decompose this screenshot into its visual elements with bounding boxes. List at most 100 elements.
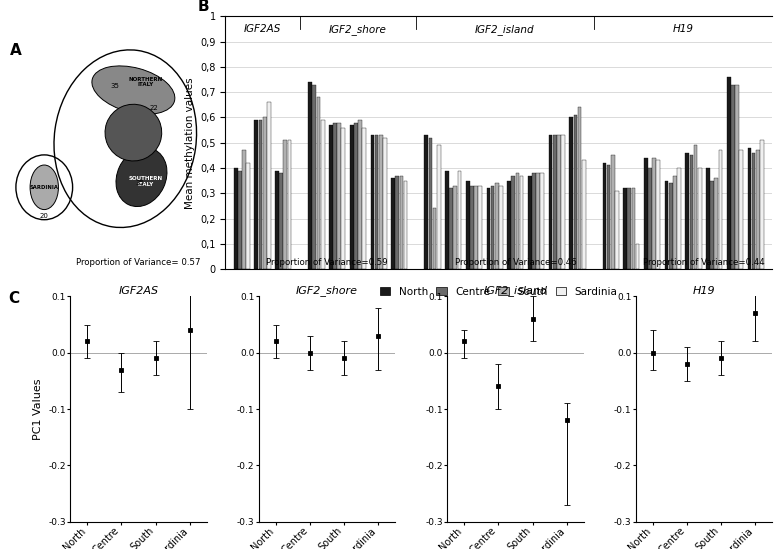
Title: IGF2_island: IGF2_island (484, 285, 548, 296)
Bar (242, 150, 246, 269)
Bar (238, 171, 242, 269)
Text: A: A (10, 43, 22, 59)
Bar (718, 150, 722, 269)
Text: 35: 35 (111, 83, 119, 89)
Bar (561, 135, 565, 269)
Bar (698, 168, 701, 269)
Legend: North, Centre, South, Sardinia: North, Centre, South, Sardinia (380, 287, 618, 296)
Text: H19: H19 (672, 24, 693, 34)
Bar (374, 135, 378, 269)
Bar (711, 181, 714, 269)
Bar (283, 140, 287, 269)
Y-axis label: Mean methylation values: Mean methylation values (185, 77, 194, 209)
Bar (731, 85, 735, 269)
Bar (636, 244, 640, 269)
Bar (627, 188, 631, 269)
Bar (656, 160, 660, 269)
Text: SOUTHERN
ITALY: SOUTHERN ITALY (129, 176, 162, 187)
Bar (536, 173, 540, 269)
Bar (308, 82, 312, 269)
Bar (379, 135, 383, 269)
Bar (466, 181, 470, 269)
Bar (399, 176, 403, 269)
Bar (234, 168, 238, 269)
Bar (279, 173, 283, 269)
Bar (383, 138, 387, 269)
Bar (632, 188, 636, 269)
Bar (516, 173, 519, 269)
Title: IGF2_shore: IGF2_shore (296, 285, 358, 296)
Bar (458, 171, 461, 269)
Bar (541, 173, 544, 269)
Bar (507, 181, 511, 269)
Text: CENTRAL
ITALY: CENTRAL ITALY (126, 125, 154, 136)
Bar (607, 165, 611, 269)
Text: B: B (198, 0, 210, 14)
Bar (573, 115, 577, 269)
Text: NORTHERN
ITALY: NORTHERN ITALY (129, 76, 163, 87)
Bar (686, 153, 690, 269)
Bar (557, 135, 561, 269)
Title: IGF2AS: IGF2AS (119, 287, 158, 296)
Ellipse shape (92, 66, 175, 114)
Bar (693, 145, 697, 269)
Bar (532, 173, 536, 269)
Ellipse shape (105, 104, 161, 161)
Text: 35: 35 (121, 148, 129, 154)
Bar (519, 176, 523, 269)
Bar (338, 122, 341, 269)
Text: Proportion of Variance=0.46: Proportion of Variance=0.46 (455, 258, 576, 267)
Title: H19: H19 (693, 287, 715, 296)
Bar (499, 186, 503, 269)
Bar (677, 168, 681, 269)
Bar (512, 176, 515, 269)
Bar (275, 171, 279, 269)
Bar (267, 102, 271, 269)
Y-axis label: PC1 Values: PC1 Values (33, 378, 43, 440)
Bar (735, 85, 739, 269)
Text: IGF2AS: IGF2AS (244, 24, 282, 34)
Bar (652, 158, 656, 269)
Bar (739, 150, 743, 269)
Text: IGF2_shore: IGF2_shore (329, 24, 387, 35)
Bar (449, 188, 453, 269)
Bar (392, 178, 395, 269)
Text: Proportion of Variance=0.44: Proportion of Variance=0.44 (643, 258, 764, 267)
Bar (395, 176, 399, 269)
Bar (648, 168, 652, 269)
Text: SARDINIA: SARDINIA (30, 185, 58, 190)
Bar (615, 191, 619, 269)
Text: 35: 35 (135, 180, 144, 186)
Bar (321, 120, 324, 269)
Text: Proportion of Variance=0.59: Proportion of Variance=0.59 (266, 258, 388, 267)
Text: 14: 14 (125, 124, 133, 130)
Bar (474, 186, 478, 269)
Bar (548, 135, 552, 269)
Bar (478, 186, 482, 269)
Bar (313, 85, 317, 269)
Bar (358, 120, 362, 269)
Bar (491, 186, 495, 269)
Bar (259, 120, 262, 269)
Bar (665, 181, 668, 269)
Bar (553, 135, 557, 269)
Bar (706, 168, 710, 269)
Bar (254, 120, 258, 269)
Bar (760, 140, 764, 269)
Bar (288, 140, 292, 269)
Bar (403, 181, 407, 269)
Text: Proportion of Variance= 0.57: Proportion of Variance= 0.57 (76, 258, 200, 267)
Bar (445, 171, 448, 269)
Bar (623, 188, 627, 269)
Bar (752, 153, 756, 269)
Bar (668, 183, 672, 269)
Bar (487, 188, 491, 269)
Bar (428, 138, 432, 269)
Bar (602, 163, 606, 269)
Bar (690, 155, 693, 269)
Text: IGF2_island: IGF2_island (475, 24, 535, 35)
Bar (582, 160, 586, 269)
Bar (342, 127, 346, 269)
Bar (495, 183, 498, 269)
Bar (756, 150, 760, 269)
